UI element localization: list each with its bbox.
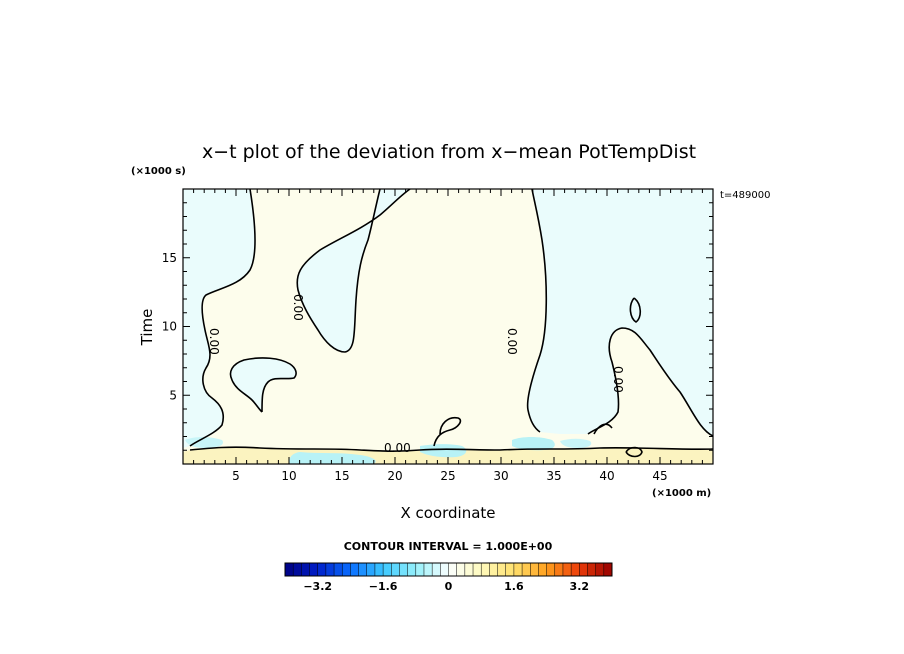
- colorbar-cell: [383, 563, 392, 576]
- x-tick-label: 15: [334, 469, 349, 483]
- colorbar-cell: [489, 563, 498, 576]
- zero-contour-bump-3: [625, 446, 643, 458]
- colorbar-cell: [391, 563, 400, 576]
- colorbar-cell: [440, 563, 449, 576]
- contour-label: 0.00: [291, 294, 305, 321]
- zero-contours: [189, 189, 713, 458]
- zero-contour-near-surface: [189, 446, 713, 452]
- colorbar-cell: [342, 563, 351, 576]
- colorbar-cell: [399, 563, 408, 576]
- near-surface-negative-band-2: [420, 444, 467, 458]
- negative-blob-lower-left: [230, 357, 297, 412]
- zero-contour-bump-1: [433, 416, 462, 447]
- colorbar-cell: [423, 563, 433, 576]
- x-tick-label: 45: [652, 469, 667, 483]
- colorbar-cell: [432, 563, 441, 576]
- colorbar-cell: [285, 563, 294, 576]
- colorbar-cell: [538, 563, 547, 576]
- zero-contour-upper-tongue: [296, 189, 411, 353]
- x-tick-label: 20: [387, 469, 402, 483]
- colorbar-cell: [464, 563, 474, 576]
- zero-contour-left: [189, 189, 256, 447]
- x-tick-label: 5: [232, 469, 240, 483]
- colorbar-cell: [554, 563, 564, 576]
- colorbar-cell: [415, 563, 425, 576]
- zero-contour-bump-2: [593, 423, 613, 435]
- colorbar-cell: [334, 563, 343, 576]
- colorbar-ticks: −3.2 −1.6 0 1.6 3.2: [303, 580, 589, 593]
- zero-contour-right: [587, 327, 713, 437]
- colorbar-tick-label: 0: [445, 580, 453, 593]
- contour-label: 0.00: [384, 441, 411, 455]
- x-axis-label: X coordinate: [400, 504, 495, 522]
- colorbar-cell: [571, 563, 580, 576]
- colorbar-frame: [284, 562, 613, 577]
- y-tick-label: 15: [162, 251, 177, 265]
- plot-area: 0.00 0.00 0.00 0.00 0.00 5 10 15 20 25 30 35 40…: [162, 188, 714, 483]
- colorbar-cell: [497, 563, 507, 576]
- y-axis: 5 10 15: [162, 202, 713, 451]
- x-tick-label: 25: [440, 469, 455, 483]
- colorbar-cell: [358, 563, 368, 576]
- colorbar-cell: [595, 563, 605, 576]
- colorbar-cell: [350, 563, 359, 576]
- zero-contour-right-small: [629, 297, 642, 323]
- colorbar: [284, 562, 613, 577]
- colorbar-cell: [505, 563, 515, 576]
- contour-label: 0.00: [611, 366, 625, 393]
- x-unit-label: (×1000 m): [652, 488, 711, 499]
- colorbar-cell: [448, 563, 457, 576]
- colorbar-cell: [366, 563, 376, 576]
- colorbar-cell: [317, 563, 327, 576]
- x-tick-label: 35: [546, 469, 561, 483]
- colorbar-cell: [530, 563, 539, 576]
- y-tick-label: 5: [169, 388, 177, 402]
- colorbar-cell: [374, 563, 384, 576]
- colorbar-tick-label: −1.6: [369, 580, 398, 593]
- y-tick-label: 10: [162, 320, 177, 334]
- x-tick-label: 30: [493, 469, 508, 483]
- y-unit-label: (×1000 s): [131, 166, 186, 177]
- colorbar-cell: [546, 563, 556, 576]
- colorbar-cell: [587, 563, 596, 576]
- near-surface-negative-band-4: [560, 438, 592, 448]
- zero-contour-center: [526, 189, 548, 433]
- colorbar-cell: [481, 563, 490, 576]
- colorbar-cell: [325, 563, 335, 576]
- colorbar-cell: [309, 563, 318, 576]
- colorbar-cell: [473, 563, 482, 576]
- colorbar-cell: [603, 563, 613, 576]
- x-tick-label: 40: [599, 469, 614, 483]
- colorbar-cell: [293, 563, 302, 576]
- colorbar-cell: [456, 563, 466, 576]
- colorbar-cell: [301, 563, 310, 576]
- negative-intrusion-upper: [297, 189, 410, 352]
- y-axis-label: Time: [138, 309, 156, 347]
- colorbar-tick-label: 1.6: [504, 580, 524, 593]
- colorbar-cell: [579, 563, 588, 576]
- colorbar-tick-label: 3.2: [570, 580, 590, 593]
- contour-label: 0.00: [207, 328, 221, 355]
- time-stamp: t=489000: [720, 190, 770, 201]
- contour-interval-label: CONTOUR INTERVAL = 1.000E+00: [344, 540, 553, 553]
- x-tick-label: 10: [281, 469, 296, 483]
- colorbar-cell: [562, 563, 572, 576]
- contour-label: 0.00: [505, 328, 519, 355]
- x-axis: 5 10 15 20 25 30 35 40 45: [193, 189, 703, 483]
- zero-contour-blob: [229, 357, 297, 413]
- near-surface-negative-band-5: [185, 437, 224, 448]
- contour-labels: 0.00 0.00 0.00 0.00 0.00: [207, 294, 625, 455]
- colorbar-tick-label: −3.2: [303, 580, 332, 593]
- chart-title: x−t plot of the deviation from x−mean Po…: [202, 141, 696, 163]
- near-surface-negative-band-3: [512, 437, 555, 451]
- colorbar-cell: [522, 563, 531, 576]
- near-surface-negative-band: [289, 452, 376, 464]
- colorbar-cell: [513, 563, 523, 576]
- colorbar-cell: [407, 563, 417, 576]
